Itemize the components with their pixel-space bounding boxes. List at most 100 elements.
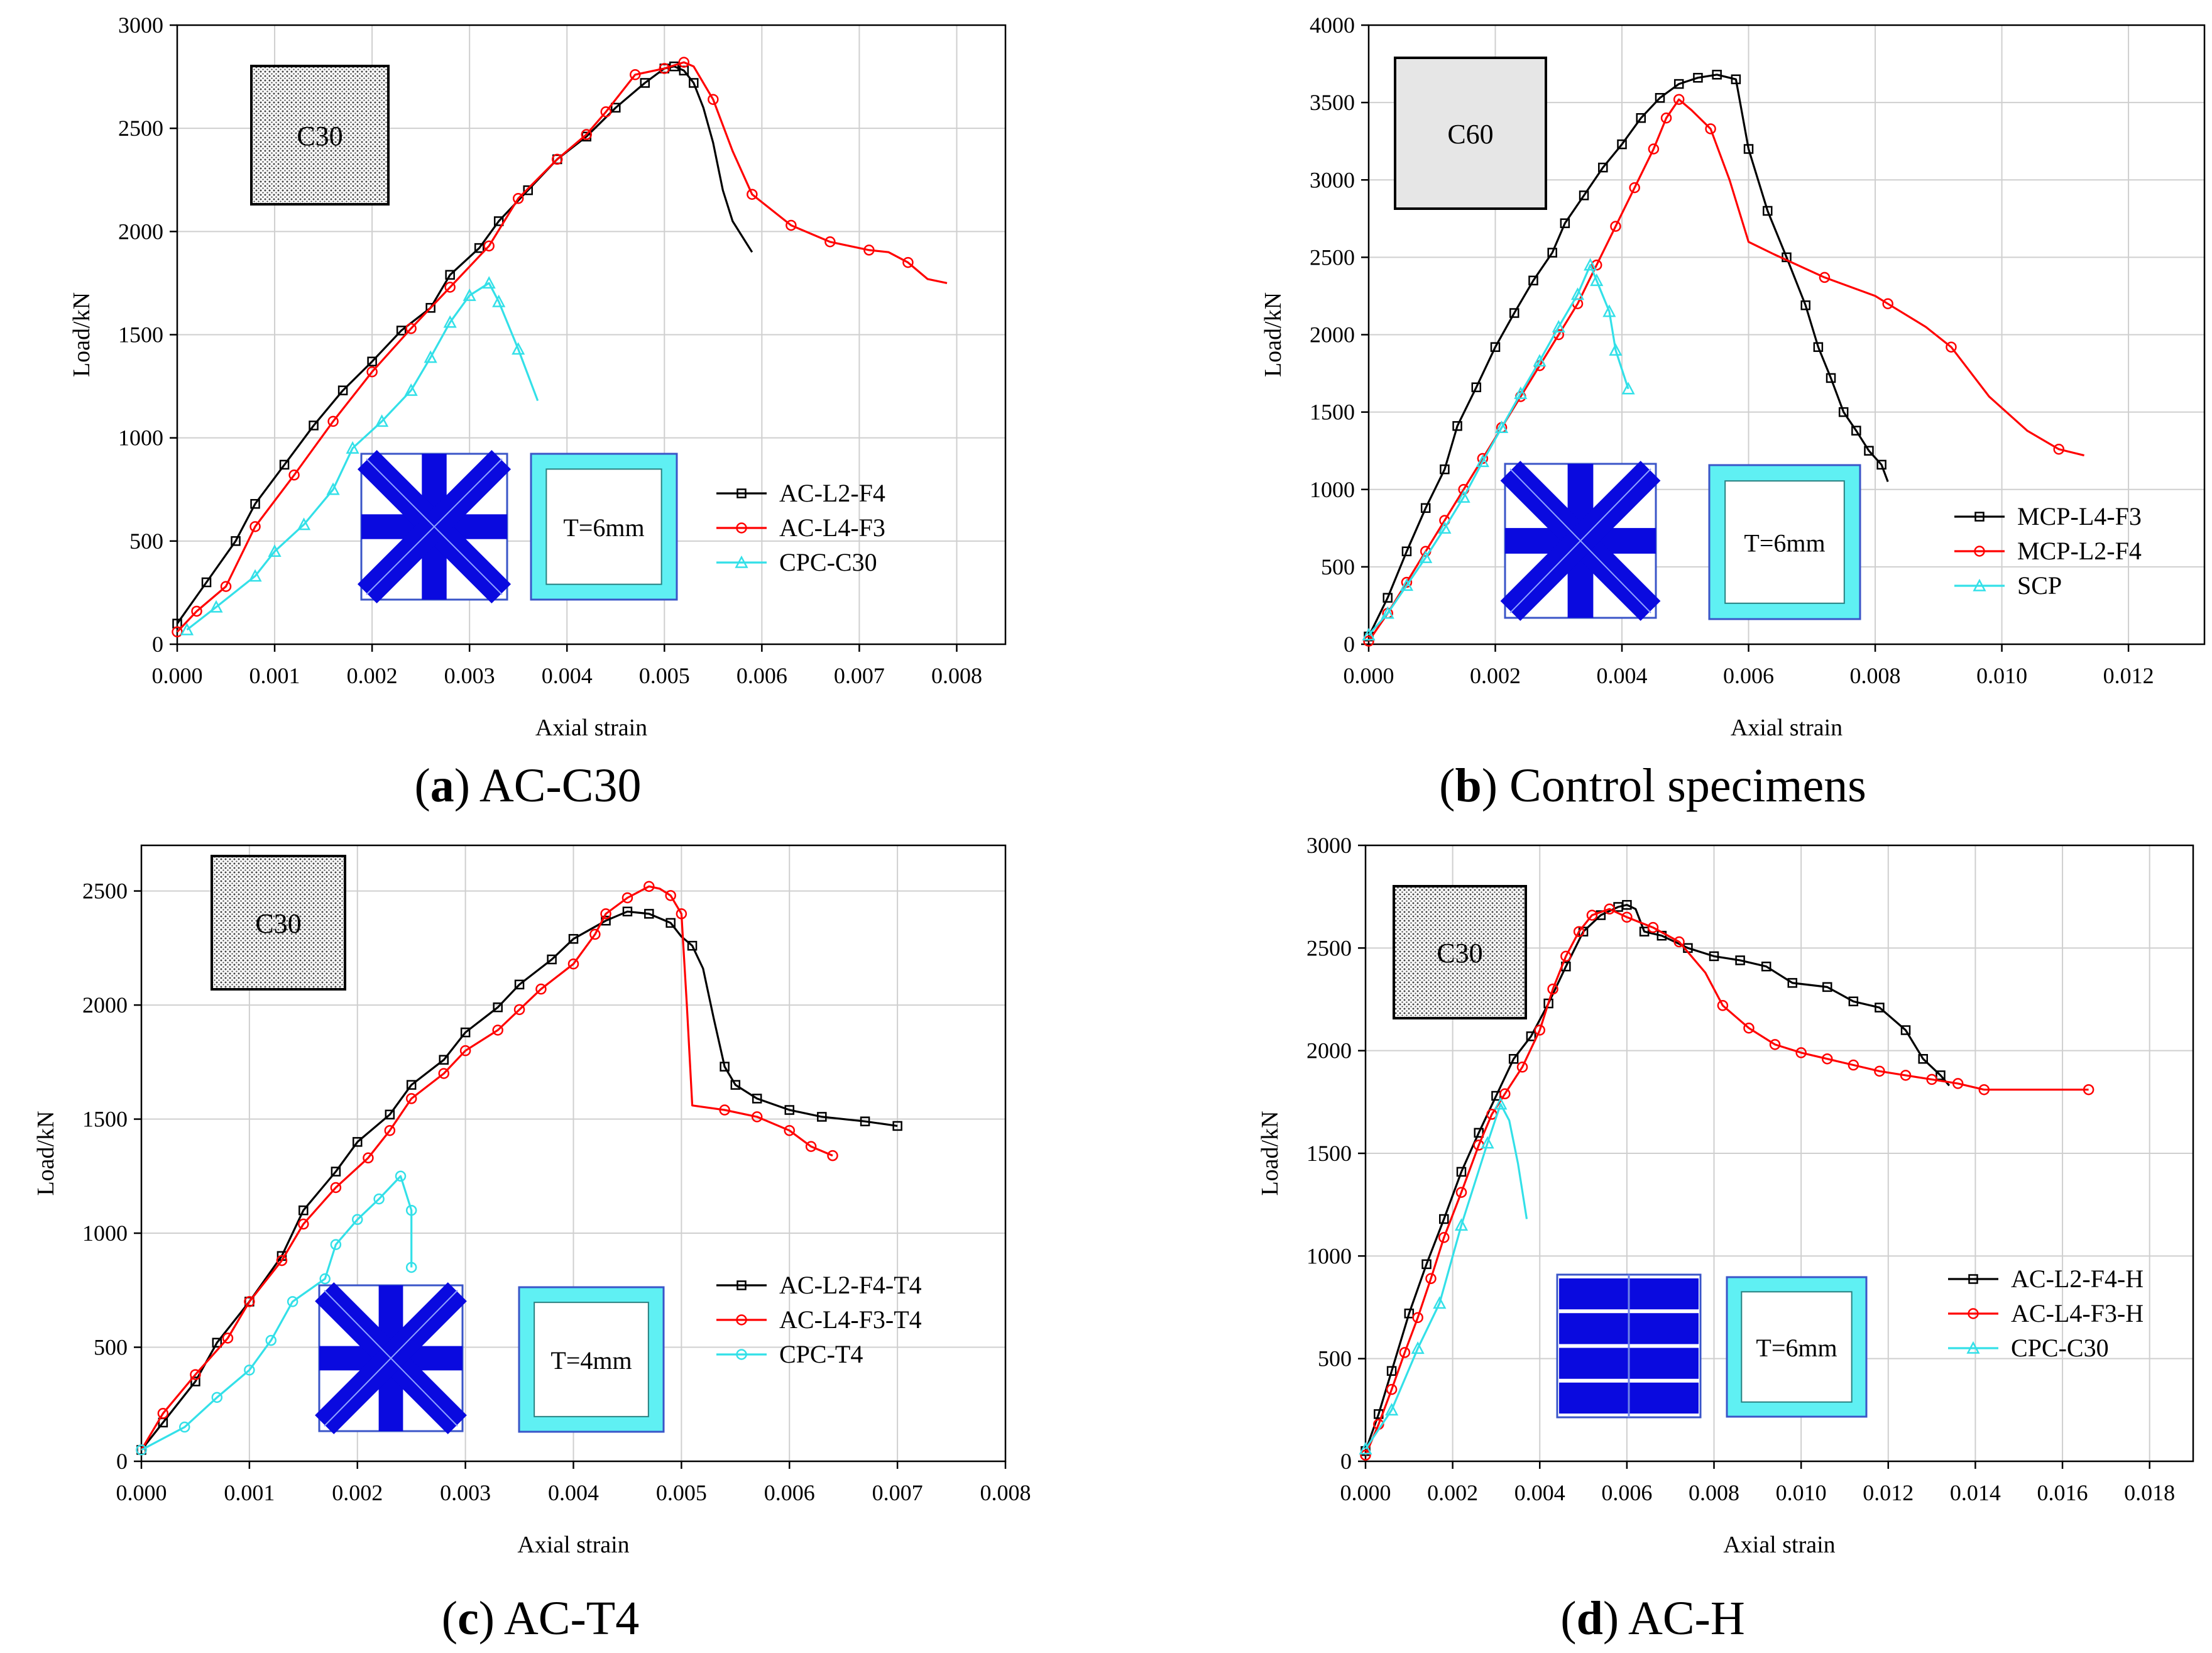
data-point bbox=[719, 1104, 730, 1116]
legend-entry: MCP-L2-F4 bbox=[1954, 537, 2142, 565]
data-point bbox=[1363, 635, 1374, 647]
data-point bbox=[1617, 139, 1627, 150]
caption-text: ) AC-T4 bbox=[479, 1592, 639, 1645]
data-point bbox=[352, 1214, 363, 1226]
data-point bbox=[1526, 1031, 1536, 1041]
data-point bbox=[535, 983, 547, 995]
data-point bbox=[1647, 921, 1659, 933]
legend-entry: CPC-C30 bbox=[1948, 1334, 2109, 1362]
x-tick-label: 0.002 bbox=[332, 1480, 383, 1505]
data-point bbox=[1609, 343, 1623, 356]
legend-label: CPC-C30 bbox=[2011, 1334, 2109, 1362]
x-tick-label: 0.018 bbox=[2124, 1480, 2175, 1505]
data-point bbox=[1471, 382, 1482, 392]
x-axis-label: Axial strain bbox=[517, 1532, 629, 1558]
data-point bbox=[1457, 490, 1470, 503]
panel-caption: (a) AC-C30 bbox=[414, 759, 641, 812]
data-point bbox=[551, 153, 563, 165]
data-point bbox=[512, 193, 524, 204]
x-tick-label: 0.000 bbox=[1344, 663, 1394, 688]
data-point bbox=[298, 1205, 309, 1216]
data-point bbox=[1610, 221, 1621, 232]
concrete-box bbox=[1394, 57, 1547, 210]
data-point bbox=[2083, 1084, 2094, 1096]
data-point bbox=[1826, 373, 1836, 383]
caption-text: ) Control specimens bbox=[1482, 759, 1866, 812]
data-point bbox=[1639, 926, 1650, 936]
x-tick-label: 0.007 bbox=[834, 663, 885, 688]
data-point bbox=[1552, 320, 1565, 332]
caption-letter: c bbox=[457, 1592, 479, 1645]
data-point bbox=[330, 1182, 342, 1194]
data-point bbox=[1452, 421, 1462, 431]
data-point bbox=[1900, 1025, 1911, 1035]
data-point bbox=[309, 420, 319, 431]
data-point bbox=[460, 1027, 471, 1038]
x-tick-label: 0.005 bbox=[656, 1480, 707, 1505]
caption-text: ) AC-C30 bbox=[454, 759, 642, 812]
data-point bbox=[513, 1004, 525, 1016]
data-point bbox=[786, 219, 797, 231]
y-tick-label: 1500 bbox=[82, 1107, 128, 1132]
data-point bbox=[1412, 1312, 1423, 1324]
series-line bbox=[176, 61, 948, 633]
data-point bbox=[1763, 206, 1773, 216]
data-point bbox=[244, 1365, 255, 1376]
data-point bbox=[1900, 1070, 1912, 1081]
data-point bbox=[439, 1055, 449, 1065]
data-point bbox=[1476, 454, 1489, 468]
y-tick-label: 0 bbox=[1344, 632, 1355, 657]
data-point bbox=[1709, 951, 1719, 962]
data-point bbox=[1579, 190, 1589, 200]
x-tick-label: 0.010 bbox=[1976, 663, 2027, 688]
data-point bbox=[1591, 259, 1602, 271]
data-point bbox=[1381, 606, 1394, 619]
panel-caption: (d) AC-H bbox=[1560, 1592, 1744, 1645]
section-icon bbox=[357, 449, 512, 604]
data-point bbox=[665, 918, 676, 928]
x-axis-label: Axial strain bbox=[535, 715, 647, 741]
data-point bbox=[405, 1093, 417, 1104]
y-axis-label: Load/kN bbox=[1260, 292, 1286, 377]
data-point bbox=[459, 1045, 471, 1057]
data-point bbox=[222, 1332, 234, 1344]
data-point bbox=[1481, 1136, 1494, 1149]
x-tick-label: 0.006 bbox=[736, 663, 787, 688]
data-point bbox=[1433, 1296, 1447, 1309]
series-line bbox=[1367, 74, 1889, 637]
data-point bbox=[396, 326, 407, 336]
data-point bbox=[1490, 342, 1501, 352]
x-tick-label: 0.005 bbox=[639, 663, 690, 688]
data-point bbox=[331, 1167, 341, 1177]
concrete-box bbox=[211, 855, 346, 991]
concrete-grade-label: C60 bbox=[1447, 119, 1493, 150]
series-line bbox=[1364, 1103, 1528, 1450]
legend-label: AC-L2-F4 bbox=[779, 479, 885, 507]
legend: AC-L2-F4-H AC-L4-F3-H CPC-C30 bbox=[1948, 1265, 2144, 1362]
data-point bbox=[1454, 1218, 1469, 1231]
series-line bbox=[141, 1175, 413, 1451]
x-tick-label: 0.010 bbox=[1776, 1480, 1827, 1505]
diagonal-seam bbox=[1509, 468, 1651, 613]
data-point bbox=[1851, 426, 1861, 436]
panel-c: (c) AC-T4 0.000 0.001 0.002 0.003 0.004 0.005… bbox=[33, 844, 1031, 1645]
data-point bbox=[1598, 162, 1608, 173]
data-point bbox=[1399, 578, 1414, 591]
data-point bbox=[1573, 926, 1585, 937]
data-point bbox=[1425, 1273, 1437, 1285]
data-point bbox=[1534, 1024, 1546, 1036]
y-tick-label: 1000 bbox=[1306, 1243, 1352, 1268]
data-point bbox=[405, 1261, 417, 1273]
data-point bbox=[1547, 248, 1557, 258]
data-point bbox=[1382, 593, 1393, 603]
section-icon bbox=[1500, 461, 1661, 621]
data-point bbox=[1509, 308, 1519, 318]
x-tick-label: 0.000 bbox=[1340, 1480, 1391, 1505]
y-tick-label: 2500 bbox=[1306, 935, 1352, 960]
data-point bbox=[220, 581, 232, 592]
data-point bbox=[1848, 1059, 1859, 1071]
data-point bbox=[1648, 143, 1660, 155]
data-point bbox=[1411, 1341, 1425, 1354]
y-tick-label: 3000 bbox=[1310, 167, 1355, 192]
